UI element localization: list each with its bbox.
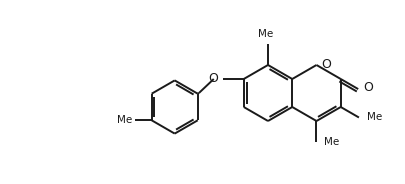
Text: O: O	[322, 57, 331, 70]
Text: Me: Me	[324, 137, 340, 147]
Text: O: O	[208, 72, 218, 86]
Text: O: O	[363, 81, 373, 94]
Text: Me: Me	[258, 29, 274, 39]
Text: Me: Me	[117, 115, 132, 125]
Text: Me: Me	[367, 112, 382, 123]
